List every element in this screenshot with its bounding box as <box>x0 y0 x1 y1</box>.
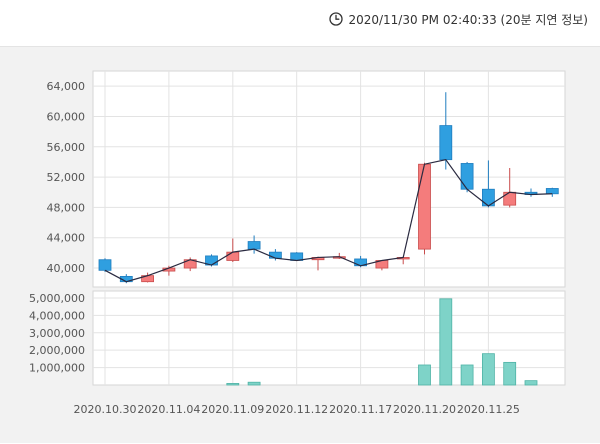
candle-body <box>226 251 240 261</box>
timestamp-text: 2020/11/30 PM 02:40:33 (20분 지연 정보) <box>348 12 588 27</box>
x-tick-label: 2020.11.12 <box>265 403 328 416</box>
stock-chart: 40,000 44,000 48,000 52,000 56,000 60,000 64,0… <box>29 70 566 416</box>
candle-body <box>460 163 474 190</box>
candle-body <box>439 125 453 161</box>
volume-bar <box>503 361 517 386</box>
volume-bar <box>226 383 240 386</box>
volume-bar <box>524 380 538 386</box>
candle-body <box>268 251 282 259</box>
candle-body <box>545 188 559 195</box>
price-y-tick-label: 52,000 <box>47 171 86 184</box>
volume-y-tick-label: 1,000,000 <box>29 362 85 375</box>
header: 2020/11/30 PM 02:40:33 (20분 지연 정보) <box>0 0 600 46</box>
price-y-tick-label: 60,000 <box>47 110 86 123</box>
candle-body <box>98 259 112 271</box>
volume-bar <box>418 364 431 386</box>
timestamp: 2020/11/30 PM 02:40:33 (20분 지연 정보) <box>329 10 588 28</box>
x-tick-label: 2020.11.17 <box>329 403 392 416</box>
price-plot-area <box>92 70 566 288</box>
chart-panel: 40,000 44,000 48,000 52,000 56,000 60,000 64,0… <box>0 46 600 443</box>
price-y-tick-label: 40,000 <box>47 262 86 275</box>
volume-y-tick-label: 4,000,000 <box>29 309 85 322</box>
volume-bar <box>439 298 453 386</box>
price-y-tick-label: 48,000 <box>47 201 86 214</box>
price-y-tick-label: 64,000 <box>47 80 86 93</box>
candle-body <box>503 191 517 206</box>
volume-bar <box>247 381 261 386</box>
volume-y-tick-label: 5,000,000 <box>29 292 85 305</box>
candle-body <box>247 241 261 250</box>
volume-bar <box>481 353 495 386</box>
price-y-tick-label: 56,000 <box>47 141 86 154</box>
candle-body <box>418 163 431 250</box>
price-y-tick-label: 44,000 <box>47 232 86 245</box>
clock-icon <box>329 12 344 26</box>
x-tick-label: 2020.11.04 <box>137 403 200 416</box>
x-tick-label: 2020.11.20 <box>393 403 456 416</box>
x-tick-label: 2020.11.09 <box>201 403 264 416</box>
close-price-line <box>104 159 553 283</box>
volume-y-tick-label: 2,000,000 <box>29 344 85 357</box>
x-tick-label: 2020.10.30 <box>74 403 137 416</box>
volume-bar <box>460 364 474 386</box>
volume-y-tick-label: 3,000,000 <box>29 327 85 340</box>
x-tick-label: 2020.11.25 <box>457 403 520 416</box>
